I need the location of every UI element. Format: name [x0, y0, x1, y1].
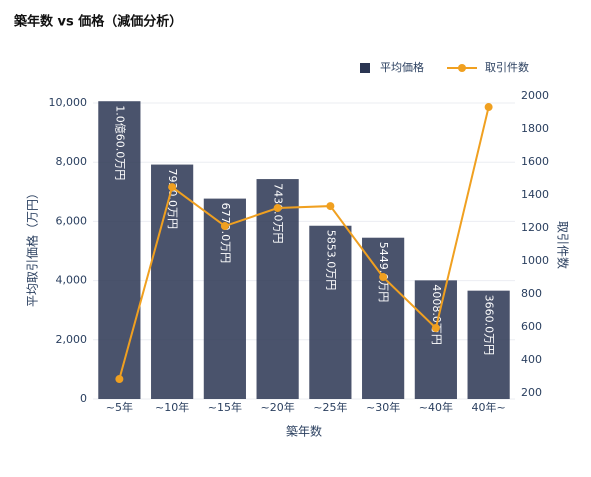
- y-tick-label: 2,000: [56, 333, 88, 346]
- bar: [467, 290, 510, 399]
- x-tick-label: ~25年: [313, 400, 347, 414]
- y2-tick-label: 1800: [521, 122, 549, 135]
- bar: [256, 179, 299, 399]
- y2-tick-label: 800: [521, 287, 542, 300]
- y-tick-label: 8,000: [56, 155, 88, 168]
- chart-title: 築年数 vs 価格（減価分析）: [13, 14, 182, 30]
- y-tick-label: 10,000: [49, 96, 88, 109]
- y2-tick-label: 1200: [521, 221, 549, 234]
- y2-tick-label: 2000: [521, 89, 549, 102]
- bar: [309, 225, 352, 399]
- bar: [362, 237, 405, 399]
- x-axis-title: 築年数: [286, 424, 322, 439]
- y2-tick-label: 1000: [521, 254, 549, 267]
- y2-tick-label: 600: [521, 320, 542, 333]
- bar-label: 5853.0万円: [324, 230, 337, 291]
- x-tick-label: ~15年: [208, 400, 242, 414]
- bar-label: 3660.0万円: [483, 295, 496, 356]
- x-tick-label: ~20年: [261, 400, 295, 414]
- y2-axis-title: 取引件数: [556, 221, 571, 269]
- line-point: [326, 202, 335, 211]
- legend-label: 取引件数: [485, 60, 529, 74]
- y2-tick-label: 400: [521, 353, 542, 366]
- bar-label: 5449.0万円: [377, 242, 390, 303]
- legend-swatch: [360, 63, 370, 73]
- line-point: [273, 204, 282, 213]
- line-point: [484, 103, 493, 112]
- y2-tick-label: 1600: [521, 155, 549, 168]
- bar: [151, 164, 194, 399]
- y2-tick-label: 200: [521, 386, 542, 399]
- line-point: [168, 183, 177, 192]
- bar: [98, 101, 141, 400]
- y2-tick-label: 1400: [521, 188, 549, 201]
- bar: [203, 198, 246, 399]
- legend-swatch: [458, 64, 466, 72]
- x-tick-label: 40年~: [472, 400, 506, 414]
- y-axis-title: 平均取引価格（万円）: [25, 187, 40, 307]
- bar-label: 6770.0万円: [219, 203, 232, 264]
- bar-label: 1.0億60.0万円: [113, 105, 126, 180]
- y-tick-label: 0: [80, 392, 87, 405]
- y-tick-label: 6,000: [56, 214, 88, 227]
- x-tick-label: ~30年: [366, 400, 400, 414]
- line-point: [431, 324, 440, 333]
- bar: [414, 280, 457, 399]
- bar-label: 7430.0万円: [272, 183, 285, 244]
- bar-label: 7920.0万円: [166, 169, 179, 230]
- line-point: [379, 273, 388, 282]
- legend-label: 平均価格: [380, 60, 424, 74]
- x-tick-label: ~40年: [419, 400, 453, 414]
- line-point: [115, 375, 124, 384]
- line-point: [220, 222, 229, 231]
- x-tick-label: ~10年: [155, 400, 189, 414]
- bar-label: 4008.0万円: [430, 284, 443, 345]
- line: [118, 106, 490, 380]
- y-tick-label: 4,000: [56, 274, 88, 287]
- x-tick-label: ~5年: [106, 400, 133, 414]
